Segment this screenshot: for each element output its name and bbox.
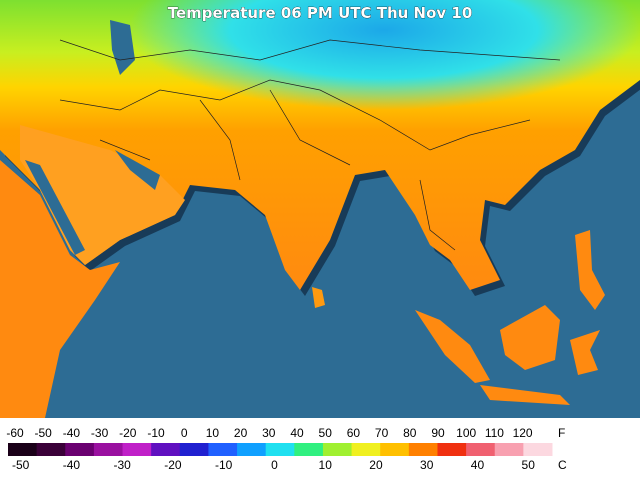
celsius-label: 40 — [471, 458, 485, 472]
fahrenheit-label: 110 — [485, 426, 504, 440]
celsius-label: -20 — [164, 458, 182, 472]
unit-label: C — [558, 458, 567, 472]
celsius-label: 50 — [522, 458, 536, 472]
map-title: Temperature 06 PM UTC Thu Nov 10 — [168, 4, 473, 22]
africa — [0, 160, 120, 418]
color-swatch — [151, 443, 181, 456]
celsius-label: -40 — [63, 458, 81, 472]
color-swatch — [294, 443, 324, 456]
celsius-label: 10 — [319, 458, 333, 472]
red-sea — [25, 160, 85, 255]
sri-lanka — [312, 287, 325, 308]
celsius-label: -10 — [215, 458, 233, 472]
philippines — [575, 230, 605, 310]
color-swatch — [65, 443, 95, 456]
color-swatch — [208, 443, 238, 456]
borneo — [500, 305, 560, 370]
color-swatch — [351, 443, 381, 456]
fahrenheit-label: 90 — [431, 426, 445, 440]
sulawesi — [570, 330, 600, 375]
color-swatch — [8, 443, 38, 456]
celsius-label: -30 — [113, 458, 131, 472]
fahrenheit-label: 20 — [234, 426, 248, 440]
color-swatch — [380, 443, 410, 456]
fahrenheit-label: 60 — [347, 426, 361, 440]
celsius-label: 0 — [271, 458, 278, 472]
fahrenheit-label: -60 — [6, 426, 24, 440]
fahrenheit-label: 120 — [513, 426, 533, 440]
color-swatch — [523, 443, 553, 456]
java — [480, 385, 570, 405]
color-swatch — [265, 443, 295, 456]
fahrenheit-label: -10 — [147, 426, 165, 440]
color-swatch — [179, 443, 209, 456]
fahrenheit-label: 100 — [456, 426, 476, 440]
color-swatch — [237, 443, 267, 456]
fahrenheit-label: 70 — [375, 426, 389, 440]
fahrenheit-label: -50 — [35, 426, 53, 440]
fahrenheit-label: 10 — [206, 426, 220, 440]
fahrenheit-label: -40 — [63, 426, 81, 440]
fahrenheit-label: 30 — [262, 426, 276, 440]
fahrenheit-label: -20 — [119, 426, 137, 440]
borders — [59, 39, 561, 251]
cold-region — [0, 0, 640, 200]
persian-gulf — [115, 150, 160, 190]
color-swatch — [466, 443, 496, 456]
color-swatch — [36, 443, 66, 456]
unit-label: F — [558, 426, 565, 440]
color-swatch — [93, 443, 124, 456]
caspian — [110, 20, 135, 75]
fahrenheit-label: -30 — [91, 426, 109, 440]
color-swatch — [494, 443, 524, 456]
fahrenheit-label: 0 — [181, 426, 188, 440]
fahrenheit-label: 40 — [290, 426, 304, 440]
color-bar — [8, 443, 553, 456]
color-swatch — [122, 443, 152, 456]
fahrenheit-label: 50 — [319, 426, 333, 440]
color-swatch — [322, 443, 353, 456]
celsius-label: 30 — [420, 458, 434, 472]
color-swatch — [437, 443, 467, 456]
celsius-label: -50 — [12, 458, 30, 472]
celsius-label: 20 — [369, 458, 383, 472]
fahrenheit-label: 80 — [403, 426, 417, 440]
color-swatch — [408, 443, 438, 456]
sumatra — [415, 310, 490, 383]
